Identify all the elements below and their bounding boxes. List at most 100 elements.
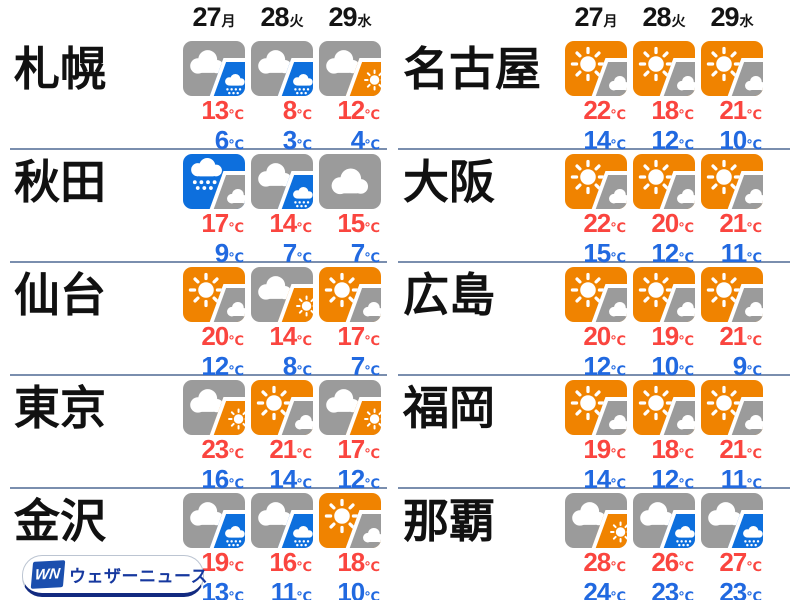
weekday-label: 水	[739, 13, 754, 29]
high-temp: 19℃	[201, 547, 244, 577]
low-temp: 10℃	[719, 125, 762, 155]
forecast-cell: 22℃ 15℃	[565, 154, 627, 266]
cloud-glyph	[745, 301, 763, 317]
corner-cloud-patch	[727, 171, 763, 209]
temp-unit: ℃	[228, 107, 244, 122]
cloud-glyph	[326, 389, 360, 413]
cloud-glyph	[677, 414, 695, 430]
cloud-glyph	[190, 50, 224, 74]
weather-icon-cloud-sun	[183, 380, 245, 435]
city-row: 東京 23℃ 16℃ 21℃ 14℃ 17℃ 12℃	[0, 376, 381, 492]
low-temp: 9℃	[732, 351, 762, 381]
forecast-cell: 21℃ 11℃	[701, 380, 763, 492]
corner-cloud-patch	[727, 58, 763, 96]
temp-unit: ℃	[678, 107, 694, 122]
temp-unit: ℃	[746, 476, 762, 491]
forecast-cell: 17℃ 9℃	[183, 154, 245, 266]
corner-cloud-patch	[591, 284, 627, 322]
forecast-cell: 14℃ 8℃	[251, 267, 313, 379]
city-rows-right: 名古屋 22℃ 14℃ 18℃ 12℃ 21℃ 10℃ 大阪 22℃ 15℃ 20℃ 12℃ 21℃ 11…	[392, 37, 790, 600]
forecast-cell: 20℃ 12℃	[565, 267, 627, 379]
temp-unit: ℃	[746, 137, 762, 152]
high-temp: 27℃	[719, 547, 762, 577]
date-29: 29水	[710, 2, 754, 32]
high-temp: 18℃	[651, 95, 694, 125]
weather-icon-sun-cloud	[633, 267, 695, 322]
cloud-glyph	[745, 188, 763, 204]
weather-icon-cloud-rain	[183, 41, 245, 96]
city-row: 福岡 19℃ 14℃ 18℃ 12℃ 21℃ 11℃	[392, 376, 763, 492]
temp-unit: ℃	[296, 476, 312, 491]
high-temp: 22℃	[583, 95, 626, 125]
sun-glyph	[228, 408, 245, 430]
forecast-cell: 21℃ 10℃	[701, 41, 763, 153]
cloud-glyph	[609, 75, 627, 91]
low-temp: 12℃	[583, 351, 626, 381]
sun-glyph	[570, 46, 606, 82]
forecast-panel-left: 27月 28火 29水 札幌 13℃ 6℃ 8℃ 3℃ 12℃ 4℃ 秋田 17℃ 9℃ 14℃ 7℃ 15…	[0, 0, 392, 600]
city-name: 秋田	[14, 156, 106, 208]
temp-unit: ℃	[228, 559, 244, 574]
weekday-label: 火	[671, 13, 686, 29]
low-temp: 7℃	[350, 351, 380, 381]
date-header-right: 27月 28火 29水	[392, 0, 763, 37]
weather-icon-cloud-rain	[251, 154, 313, 209]
forecast-cell: 18℃ 12℃	[633, 380, 695, 492]
corner-sun-patch	[591, 510, 627, 548]
forecast-cell: 19℃ 13℃	[183, 493, 245, 600]
temp-unit: ℃	[610, 446, 626, 461]
city-name: 金沢	[14, 495, 106, 547]
sun-glyph	[638, 385, 674, 421]
low-temp: 13℃	[183, 579, 245, 600]
high-temp: 19℃	[651, 321, 694, 351]
sun-glyph	[610, 521, 627, 543]
sun-glyph	[324, 498, 360, 534]
cloud-glyph	[609, 188, 627, 204]
forecast-panel-right: 27月 28火 29水 名古屋 22℃ 14℃ 18℃ 12℃ 21℃ 10℃ 大阪 22℃ 15℃ 2…	[392, 0, 800, 600]
forecast-cell: 20℃ 12℃	[633, 154, 695, 266]
weather-icon-sun-cloud	[319, 267, 381, 322]
temp-unit: ℃	[610, 559, 626, 574]
corner-cloud-patch	[209, 171, 245, 209]
high-temp: 19℃	[583, 434, 626, 464]
temp-unit: ℃	[364, 446, 380, 461]
sun-glyph	[706, 46, 742, 82]
temp-unit: ℃	[610, 589, 626, 600]
forecast-cell: 15℃ 7℃	[319, 154, 381, 266]
sun-glyph	[706, 159, 742, 195]
rain-glyph	[293, 73, 313, 94]
temp-unit: ℃	[746, 107, 762, 122]
temp-unit: ℃	[364, 137, 380, 152]
low-temp: 12℃	[651, 125, 694, 155]
temp-unit: ℃	[296, 333, 312, 348]
high-temp: 18℃	[651, 434, 694, 464]
low-temp: 11℃	[720, 238, 762, 268]
corner-rain-patch	[277, 58, 313, 96]
forecast-cell: 14℃ 7℃	[251, 154, 313, 266]
city-name: 広島	[403, 269, 495, 321]
city-rows-left: 札幌 13℃ 6℃ 8℃ 3℃ 12℃ 4℃ 秋田 17℃ 9℃ 14℃ 7℃ 15℃ 7℃ 仙台 20℃ 12…	[0, 37, 387, 600]
low-temp: 14℃	[583, 125, 626, 155]
rain-glyph	[293, 186, 313, 207]
temp-unit: ℃	[678, 559, 694, 574]
corner-cloud-patch	[659, 58, 695, 96]
corner-sun-patch	[209, 397, 245, 435]
weather-icon-sun-cloud	[251, 380, 313, 435]
low-temp: 6℃	[214, 125, 244, 155]
corner-cloud-patch	[209, 284, 245, 322]
temp-unit: ℃	[678, 333, 694, 348]
weather-icon-rain-cloud	[183, 154, 245, 209]
date-27: 27月	[192, 2, 236, 32]
date-27: 27月	[574, 2, 618, 32]
low-temp: 12℃	[201, 351, 244, 381]
temp-unit: ℃	[296, 107, 312, 122]
row-divider	[10, 374, 387, 376]
city-name: 那覇	[403, 495, 495, 547]
rain-glyph	[191, 158, 222, 190]
low-temp: 10℃	[651, 351, 694, 381]
weathernews-logo: WN ウェザーニュース	[22, 555, 208, 597]
corner-cloud-patch	[591, 171, 627, 209]
city-row: 仙台 20℃ 12℃ 14℃ 8℃ 17℃ 7℃	[0, 263, 381, 379]
forecast-cell: 8℃ 3℃	[251, 41, 313, 153]
